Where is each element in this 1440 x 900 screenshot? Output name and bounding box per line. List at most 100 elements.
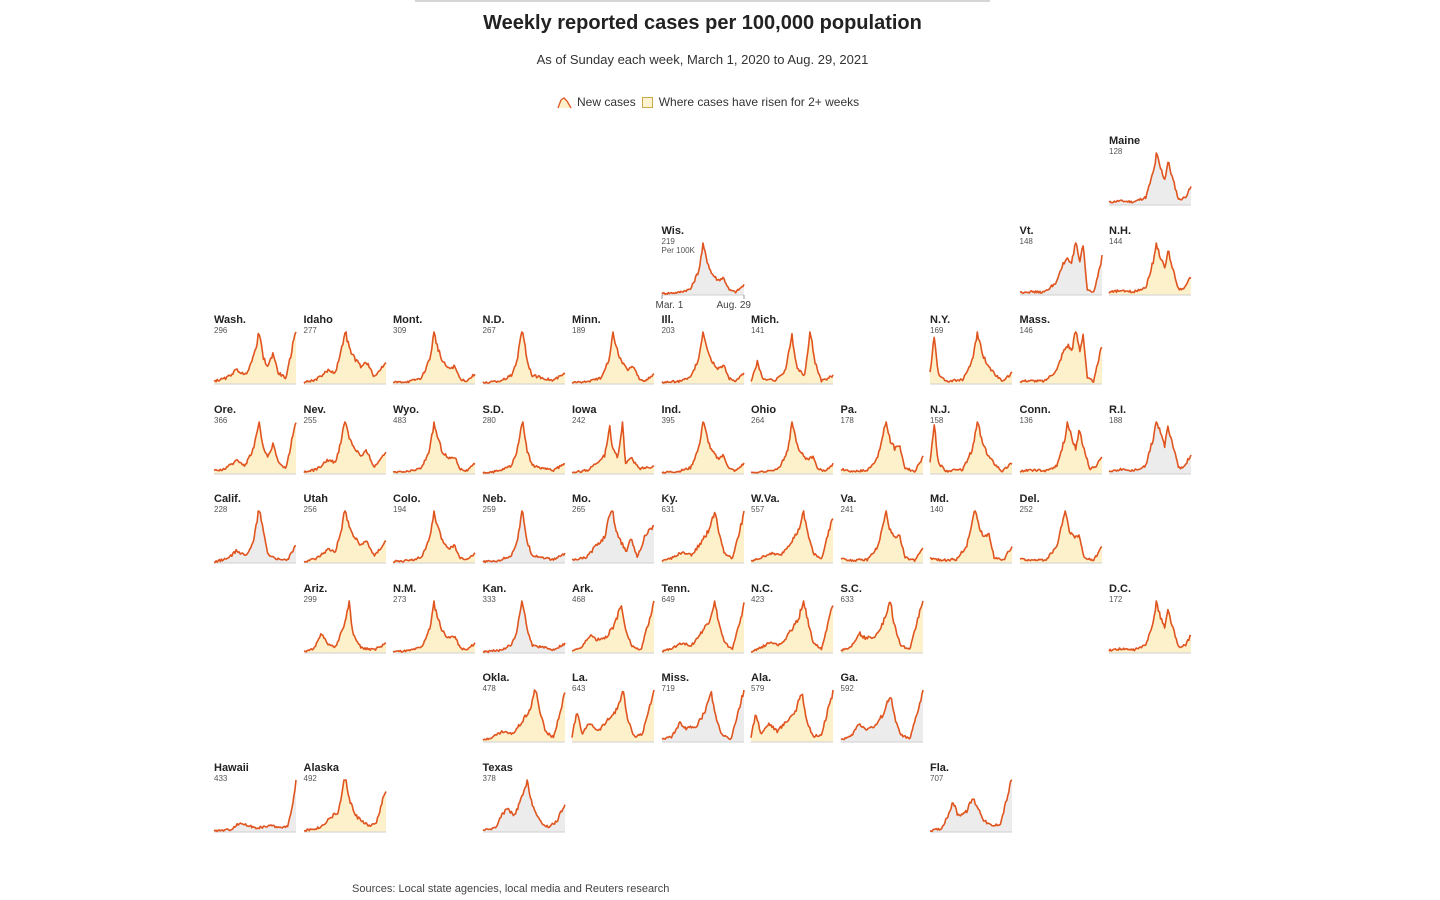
state-sparkline — [750, 331, 834, 385]
state-tile: Fla. 707 — [929, 762, 1013, 834]
cases-line — [1019, 510, 1102, 562]
state-name: Mont. — [393, 314, 423, 326]
state-name: Wis. — [661, 224, 685, 237]
state-sparkline — [481, 689, 566, 743]
cases-area — [393, 332, 475, 384]
state-tile: Ala. 579 — [750, 672, 834, 744]
state-name: D.C. — [1109, 582, 1131, 595]
state-sparkline — [1019, 331, 1103, 385]
state-name: Ariz. — [303, 582, 328, 595]
top-rule — [415, 0, 990, 2]
state-name: N.Y. — [930, 314, 951, 326]
state-rate: 241 — [840, 505, 854, 514]
state-rate: 277 — [303, 326, 317, 335]
state-sparkline — [571, 420, 655, 474]
state-sparkline — [1108, 152, 1192, 206]
state-tile: Idaho 277 — [302, 314, 387, 386]
cases-line — [481, 420, 565, 474]
state-tile: Maine 128 — [1108, 135, 1192, 207]
state-sparkline — [660, 420, 745, 474]
cases-line — [302, 331, 387, 384]
state-sparkline — [392, 420, 476, 474]
state-sparkline — [481, 420, 565, 474]
state-sparkline — [303, 778, 387, 832]
cases-area — [840, 690, 923, 742]
state-name: Alaska — [303, 761, 339, 774]
cases-area — [572, 600, 654, 653]
state-tile: Del. 252 — [1019, 493, 1102, 565]
cases-area — [661, 242, 744, 295]
state-rate: 264 — [751, 415, 765, 425]
cases-area — [303, 421, 386, 474]
cases-line — [929, 331, 1013, 383]
cases-line — [660, 510, 745, 563]
cases-line — [482, 778, 566, 831]
state-sparkline — [840, 689, 924, 743]
state-sparkline — [929, 510, 1013, 564]
new-cases-swatch-icon — [557, 97, 572, 109]
state-name: Colo. — [393, 493, 421, 505]
cases-line — [213, 779, 297, 832]
legend-new-cases-label: New cases — [577, 95, 636, 109]
state-tile: Md. 140 — [929, 493, 1013, 565]
cases-line — [481, 689, 566, 741]
state-rate: 579 — [751, 684, 765, 693]
unit-label: Per 100K — [661, 245, 695, 255]
cases-area — [482, 332, 565, 384]
state-rate: 707 — [930, 773, 944, 783]
cases-line — [303, 599, 386, 653]
state-sparkline — [661, 599, 745, 653]
state-sparkline — [392, 510, 476, 564]
cases-area — [661, 332, 744, 384]
state-sparkline — [213, 420, 297, 474]
state-sparkline — [750, 510, 834, 564]
state-rate: 140 — [930, 505, 944, 514]
state-sparkline — [929, 331, 1013, 385]
rising-swatch-icon — [641, 96, 653, 108]
state-tile: Mass. 146 — [1019, 314, 1103, 386]
state-tile: D.C. 172 — [1108, 582, 1192, 655]
state-tile: Ariz. 299 — [303, 582, 386, 655]
cases-area — [214, 421, 296, 474]
state-rate: 478 — [482, 684, 496, 693]
state-sparkline — [929, 778, 1013, 832]
cases-line — [303, 510, 386, 563]
cases-line — [1108, 152, 1192, 204]
legend-risen-label: Where cases have risen for 2+ weeks — [658, 95, 860, 109]
state-tile: N.Y. 169 — [929, 314, 1013, 386]
state-tile: Calif. 228 — [213, 493, 296, 565]
state-name: Utah — [303, 493, 328, 505]
state-rate: 395 — [661, 415, 675, 425]
state-name: S.D. — [482, 403, 504, 416]
state-tile: W.Va. 557 — [750, 493, 834, 565]
state-name: R.I. — [1109, 403, 1127, 416]
state-tile: Mich. 141 — [750, 314, 834, 386]
state-name: Ind. — [661, 403, 682, 416]
cases-line — [750, 599, 834, 653]
cases-area — [572, 332, 654, 384]
state-tile: La. 643 — [571, 672, 655, 744]
state-rate: 128 — [1109, 147, 1123, 156]
cases-line — [1108, 420, 1192, 472]
state-name: Ky. — [661, 493, 678, 505]
state-tile: Nev. 255 — [302, 404, 387, 476]
cases-line — [481, 331, 565, 384]
state-tile: Neb. 259 — [481, 493, 566, 565]
cases-line — [392, 599, 476, 653]
state-name: Kan. — [482, 582, 507, 595]
state-name: Ark. — [572, 582, 594, 595]
state-name: Maine — [1109, 135, 1141, 147]
cases-area — [930, 332, 1012, 384]
state-name: Ala. — [751, 672, 772, 684]
state-rate: 203 — [661, 326, 675, 335]
state-rate: 273 — [393, 594, 407, 604]
cases-area — [393, 421, 475, 474]
cases-area — [661, 600, 744, 653]
state-name: Wyo. — [393, 403, 420, 416]
state-name: N.C. — [751, 582, 773, 595]
cases-line — [840, 689, 924, 741]
state-name: Ohio — [751, 403, 777, 416]
state-tile: Pa. 178 — [840, 404, 924, 476]
state-rate: 366 — [214, 415, 228, 425]
state-sparkline — [1108, 241, 1192, 295]
